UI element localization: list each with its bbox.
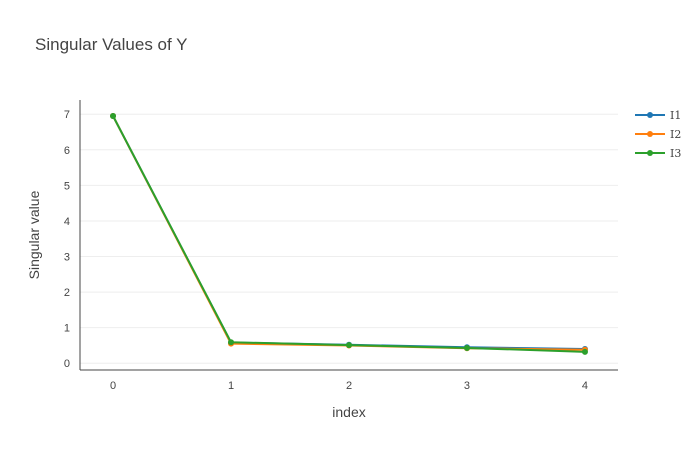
y-tick-label: 1 xyxy=(64,323,70,335)
legend-item-i1[interactable]: I1 xyxy=(635,109,681,122)
y-tick-label: 4 xyxy=(64,216,70,228)
data-point xyxy=(581,348,588,355)
grid-lines xyxy=(80,113,618,364)
legend-label: I1 xyxy=(670,109,681,122)
y-tick-label: 5 xyxy=(64,180,70,192)
legend-label: I3 xyxy=(670,147,681,160)
y-axis-title: Singular value xyxy=(26,190,42,279)
legend-swatch-marker xyxy=(647,150,653,156)
y-tick-label: 0 xyxy=(64,358,70,370)
tick-labels: 0 1 2 3 4 5 6 7 0 1 2 3 4 xyxy=(64,109,588,392)
data-point xyxy=(110,113,117,120)
y-tick-label: 6 xyxy=(64,145,70,157)
data-point xyxy=(463,344,470,351)
x-tick-label: 2 xyxy=(346,380,352,392)
series-layer xyxy=(110,113,588,355)
y-tick-label: 7 xyxy=(64,109,70,121)
legend-swatch-marker xyxy=(647,131,653,137)
y-tick-label: 2 xyxy=(64,287,70,299)
data-point xyxy=(346,342,352,349)
x-axis-title: index xyxy=(332,404,365,420)
axes xyxy=(79,100,618,371)
x-tick-label: 0 xyxy=(110,380,116,392)
x-tick-label: 4 xyxy=(582,380,588,392)
x-tick-label: 3 xyxy=(464,380,470,392)
legend-item-i3[interactable]: I3 xyxy=(635,147,681,160)
legend-label: I2 xyxy=(670,128,681,141)
legend[interactable]: I1 I2 I3 xyxy=(635,109,681,160)
x-tick-label: 1 xyxy=(228,380,234,392)
legend-swatch-marker xyxy=(647,112,653,118)
chart-title: Singular Values of Y xyxy=(35,35,187,54)
y-tick-label: 3 xyxy=(64,252,70,264)
data-point xyxy=(228,339,235,346)
legend-item-i2[interactable]: I2 xyxy=(635,128,681,141)
series-i3 xyxy=(110,113,588,355)
